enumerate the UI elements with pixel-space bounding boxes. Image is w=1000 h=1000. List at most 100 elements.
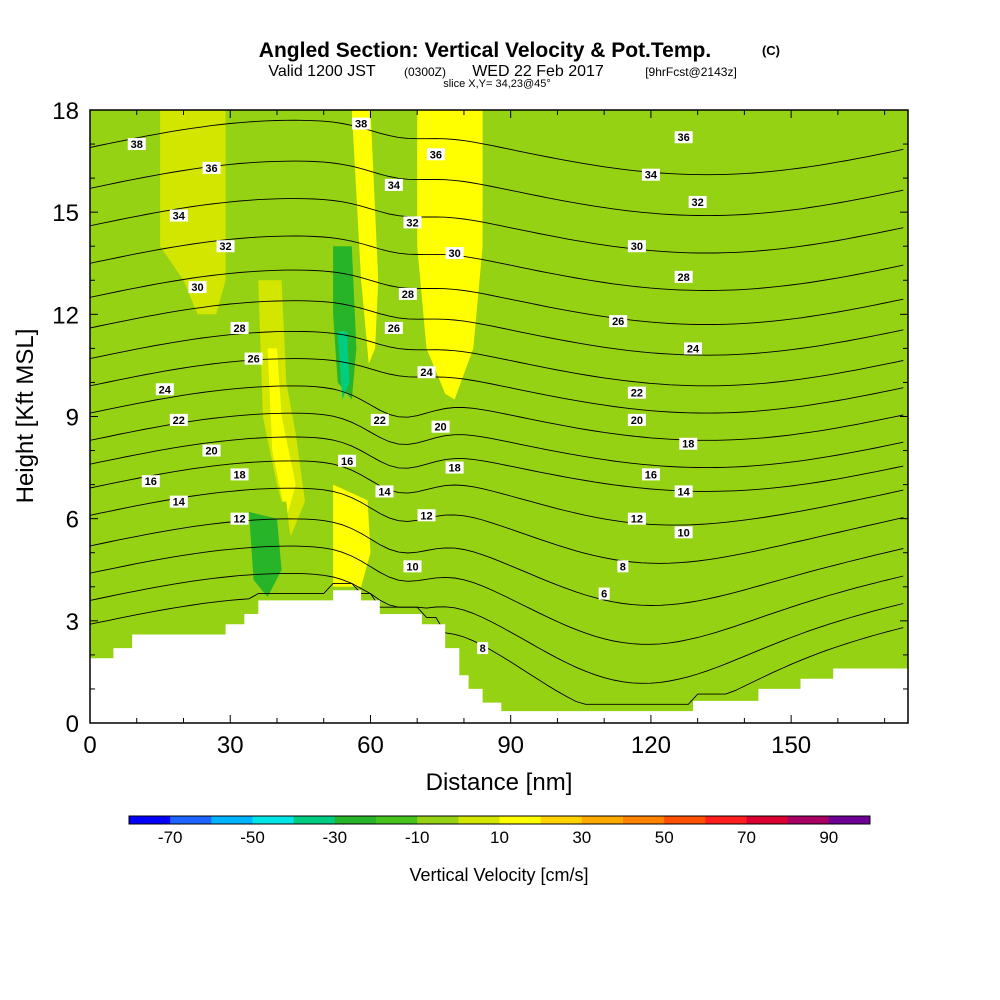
contour-label-bg <box>403 560 422 573</box>
utc-time: (0300Z) <box>404 65 446 79</box>
contour-label-text: 34 <box>173 211 186 223</box>
contour-label: 6 <box>598 587 610 601</box>
contour-label-text: 34 <box>388 180 401 192</box>
velocity-region <box>248 511 282 597</box>
contour-label: 16 <box>141 475 160 488</box>
y-tick-label: 18 <box>52 98 79 125</box>
colorbar-swatch <box>499 816 542 824</box>
contour-label-text: 28 <box>402 289 414 301</box>
contour-label: 30 <box>188 281 207 294</box>
contour-label-bg <box>674 270 693 283</box>
contour-label: 12 <box>627 512 646 526</box>
contour-label-text: 14 <box>678 486 691 498</box>
contour-label: 28 <box>398 287 417 301</box>
theta-contour <box>90 300 904 356</box>
terrain <box>90 590 908 723</box>
colorbar-swatch <box>252 816 295 824</box>
colorbar-tick-label: 70 <box>737 828 756 847</box>
theta-contour <box>90 235 904 291</box>
contour-label: 26 <box>609 315 628 328</box>
colorbar-frame <box>128 815 871 825</box>
x-tick-label: 90 <box>497 732 524 759</box>
theta-contour <box>90 385 904 441</box>
colorbar-swatch <box>705 816 747 824</box>
contour-label-text: 16 <box>341 456 353 468</box>
colorbar-swatch <box>211 816 253 824</box>
contour-label-text: 30 <box>631 241 643 253</box>
colorbar-swatch <box>458 816 500 824</box>
contour-label-text: 20 <box>434 422 446 434</box>
colorbar-tick-label: 10 <box>490 828 509 847</box>
contour-label-bg <box>202 444 221 457</box>
contour-label: 8 <box>617 560 629 573</box>
contour-label: 8 <box>477 642 489 655</box>
contour-label: 24 <box>155 383 174 396</box>
contour-label-bg <box>202 161 221 174</box>
contour-label-text: 12 <box>631 514 643 526</box>
contour-label-text: 32 <box>219 241 231 253</box>
contour-label: 22 <box>169 413 188 427</box>
contour-label-bg <box>370 413 389 426</box>
contour-label-text: 26 <box>612 316 624 328</box>
contour-label: 20 <box>627 413 646 427</box>
contour-label-text: 20 <box>205 446 217 458</box>
contour-label: 36 <box>426 148 445 161</box>
contour-label-bg <box>598 587 610 600</box>
contour-label-text: 24 <box>159 384 172 396</box>
x-tick-label: 120 <box>631 732 671 759</box>
contour-label: 32 <box>688 195 707 209</box>
contour-label-bg <box>244 352 263 365</box>
contour-label-bg <box>216 240 235 253</box>
contour-label: 22 <box>627 386 646 400</box>
contour-label-bg <box>155 383 174 396</box>
contour-label-text: 12 <box>420 510 432 522</box>
valid-date: WED 22 Feb 2017 <box>472 63 604 80</box>
contour-label-bg <box>609 315 628 328</box>
contour-label-text: 36 <box>205 163 217 175</box>
colorbar: -70 -50 -30 -10 10 30 50 70 90 <box>128 815 871 847</box>
contour-label: 32 <box>403 216 422 229</box>
contour-label-text: 18 <box>233 469 245 481</box>
contour-label: 10 <box>403 560 422 573</box>
contour-labels: 38 36 34 32 30 28 26 24 22 20 18 16 14 12 38 36 34 32 30 28… <box>127 117 707 655</box>
contour-label-bg <box>679 437 698 450</box>
colorbar-swatch <box>170 816 212 824</box>
contour-label-bg <box>688 195 707 208</box>
contour-label-text: 26 <box>388 323 400 335</box>
contour-label-bg <box>398 287 417 300</box>
contour-label-text: 30 <box>448 248 460 260</box>
contour-label: 14 <box>674 485 693 498</box>
contour-label: 38 <box>352 117 371 131</box>
contour-label: 30 <box>445 247 464 260</box>
velocity-region <box>337 331 350 400</box>
contour-label-text: 8 <box>480 643 486 655</box>
contour-label-bg <box>445 247 464 260</box>
contour-label-text: 32 <box>692 197 704 209</box>
y-tick-label: 9 <box>66 405 79 432</box>
colorbar-swatch <box>828 816 871 824</box>
contour-label-text: 10 <box>678 527 690 539</box>
contour-label-bg <box>627 413 646 426</box>
contour-label-bg <box>230 468 249 481</box>
velocity-region <box>594 110 642 434</box>
theta-contour <box>90 119 904 176</box>
contour-label: 20 <box>202 444 221 458</box>
y-tick-label: 15 <box>52 200 79 227</box>
contour-label: 10 <box>674 526 693 539</box>
contour-label-text: 34 <box>645 170 658 182</box>
contour-label: 38 <box>127 138 146 151</box>
velocity-region <box>333 467 371 587</box>
y-axis-label: Height [Kft MSL] <box>12 329 39 504</box>
chart-title-units: (C) <box>762 43 780 58</box>
contour-label-text: 26 <box>247 354 259 366</box>
contour-label-bg <box>169 495 188 508</box>
velocity-region <box>693 600 838 700</box>
contour-label-text: 18 <box>448 463 460 475</box>
colorbar-tick-label: -30 <box>323 828 348 847</box>
slice-info: slice X,Y= 34,23@45° <box>443 78 551 90</box>
x-tick-label: 0 <box>83 732 96 759</box>
contour-label-bg <box>627 240 646 253</box>
contour-label: 28 <box>674 270 693 284</box>
contour-label: 12 <box>230 512 249 526</box>
